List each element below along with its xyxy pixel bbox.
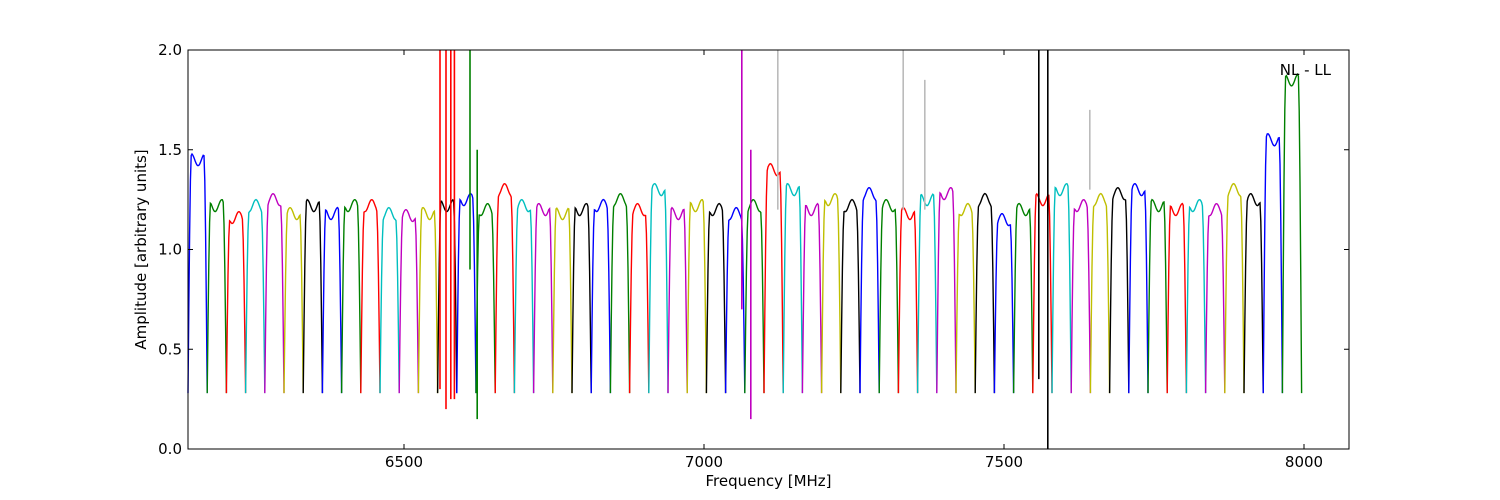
band-line [628, 202, 650, 394]
band-line [993, 212, 1015, 394]
band-line [398, 208, 420, 394]
band-line [456, 192, 477, 394]
band-line [1204, 202, 1226, 394]
x-axis-label: Frequency [MHz] [705, 472, 831, 490]
band-line [859, 186, 880, 394]
band-line [264, 192, 285, 394]
band-line [840, 198, 861, 394]
band-line [475, 202, 496, 394]
band-line [878, 198, 900, 394]
y-tick-label: 2.0 [158, 41, 182, 59]
y-tick-label: 1.0 [158, 241, 182, 259]
band-line [1166, 202, 1188, 394]
y-tick-label: 0.0 [158, 440, 182, 458]
band-line [206, 198, 228, 394]
band-line [801, 202, 823, 394]
band-line [244, 198, 266, 394]
band-line [590, 198, 612, 394]
spectrum-spikes [439, 50, 1091, 449]
band-line [609, 192, 631, 394]
x-tick-label: 7000 [685, 453, 723, 471]
band-line [283, 206, 304, 394]
band-line [763, 162, 784, 394]
x-tick-label: 8000 [1285, 453, 1323, 471]
band-line [1243, 192, 1264, 394]
band-line [974, 192, 996, 394]
band-line [744, 198, 765, 394]
band-line [648, 182, 669, 394]
band-line [340, 198, 362, 394]
chart-annotation: NL - LL [1280, 61, 1332, 79]
y-tick-label: 0.5 [158, 340, 182, 358]
band-line [820, 192, 842, 394]
band-line [552, 207, 573, 394]
band-line [955, 202, 976, 394]
band-line [916, 193, 938, 394]
band-line [360, 198, 381, 394]
band-line [494, 182, 516, 394]
x-tick-label: 6500 [385, 453, 423, 471]
band-line [1012, 202, 1034, 394]
band-line [686, 198, 708, 394]
band-line [532, 202, 554, 394]
band-line [417, 206, 439, 394]
band-line [1051, 182, 1072, 394]
band-line [302, 198, 324, 394]
band-line [379, 206, 400, 394]
y-axis-label: Amplitude [arbitrary units] [132, 149, 150, 349]
band-line [1108, 186, 1130, 394]
x-tick-label: 7500 [985, 453, 1023, 471]
band-line [782, 182, 804, 394]
band-line [321, 206, 343, 394]
band-line [187, 152, 208, 394]
y-tick-label: 1.5 [158, 141, 182, 159]
band-line [571, 202, 592, 394]
band-line [1128, 182, 1149, 394]
band-line [225, 210, 247, 394]
band-line [936, 186, 957, 394]
band-line [1032, 192, 1053, 394]
band-line [1070, 198, 1092, 394]
band-line [705, 202, 727, 394]
band-line [1185, 198, 1207, 394]
band-line [1281, 72, 1303, 394]
band-line [513, 198, 535, 394]
spectrum-bands [187, 72, 1303, 394]
band-line [1224, 182, 1245, 394]
band-line [1089, 192, 1111, 394]
band-line [1262, 133, 1284, 394]
band-line [1147, 198, 1168, 394]
axis-ticks: 6500 7000 7500 8000 0.0 0.5 1.0 1.5 2.0 [158, 41, 1349, 471]
band-line [667, 206, 688, 394]
band-line [897, 206, 919, 394]
